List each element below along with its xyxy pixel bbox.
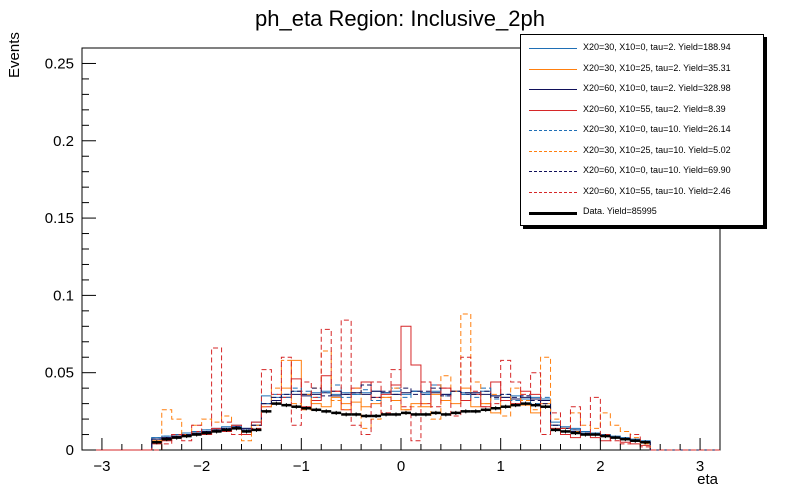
histogram-series-7 [82, 319, 720, 451]
legend-swatch [529, 191, 577, 193]
legend-swatch [529, 109, 577, 111]
legend-label: X20=60, X10=0, tau=2. Yield=328.98 [583, 83, 731, 93]
legend-swatch [529, 171, 577, 172]
legend-label: X20=30, X10=0, tau=2. Yield=188.94 [583, 42, 731, 52]
legend-swatch [529, 89, 577, 90]
legend-label: X20=60, X10=55, tau=2. Yield=8.39 [583, 103, 726, 114]
x-tick-label: −1 [293, 458, 310, 475]
legend-entry: X20=60, X10=55, tau=10. Yield=2.46 [527, 183, 759, 201]
legend-swatch [529, 48, 577, 49]
x-tick-label: 0 [397, 458, 405, 475]
x-axis-label: eta [697, 471, 718, 488]
legend-swatch [529, 68, 577, 70]
chart-title: ph_eta Region: Inclusive_2ph [255, 6, 545, 31]
y-tick-label: 0.2 [53, 133, 74, 150]
legend-entry: X20=60, X10=55, tau=2. Yield=8.39 [527, 101, 759, 119]
histogram-layer [82, 313, 720, 451]
legend-label: X20=30, X10=0, tau=10. Yield=26.14 [583, 124, 731, 134]
legend-entry: X20=60, X10=0, tau=10. Yield=69.90 [527, 162, 759, 180]
x-tick-label: −2 [193, 458, 210, 475]
legend-label: X20=30, X10=25, tau=2. Yield=35.31 [583, 62, 731, 73]
x-tick-label: 1 [497, 458, 505, 475]
axis-layer: 0 0.05 0.1 0.15 0.2 0.25 −3 −2 −1 0 1 2 3 [45, 47, 721, 475]
y-tick-label: 0.1 [53, 287, 74, 304]
legend-swatch [529, 212, 577, 215]
legend-swatch [529, 130, 577, 131]
legend-label: X20=60, X10=0, tau=10. Yield=69.90 [583, 165, 731, 175]
y-tick-label: 0 [66, 442, 74, 459]
legend: X20=30, X10=0, tau=2. Yield=188.94 X20=30… [520, 34, 764, 226]
legend-entry: X20=30, X10=0, tau=10. Yield=26.14 [527, 121, 759, 139]
legend-entry: X20=30, X10=25, tau=2. Yield=35.31 [527, 60, 759, 78]
y-tick-label: 0.15 [45, 210, 74, 227]
legend-entry: Data. Yield=85995 [527, 203, 759, 221]
legend-entry: X20=30, X10=25, tau=10. Yield=5.02 [527, 142, 759, 160]
x-tick-label: 2 [596, 458, 604, 475]
x-tick-label: −3 [93, 458, 110, 475]
legend-label: Data. Yield=85995 [583, 206, 657, 216]
y-tick-label: 0.25 [45, 55, 74, 72]
legend-swatch [529, 150, 577, 152]
legend-entry: X20=60, X10=0, tau=2. Yield=328.98 [527, 80, 759, 98]
data-points [151, 401, 651, 445]
x-tick-label: 3 [696, 458, 704, 475]
y-tick-label: 0.05 [45, 365, 74, 382]
legend-label: X20=60, X10=55, tau=10. Yield=2.46 [583, 185, 731, 196]
legend-entry: X20=30, X10=0, tau=2. Yield=188.94 [527, 39, 759, 57]
legend-label: X20=30, X10=25, tau=10. Yield=5.02 [583, 144, 731, 155]
